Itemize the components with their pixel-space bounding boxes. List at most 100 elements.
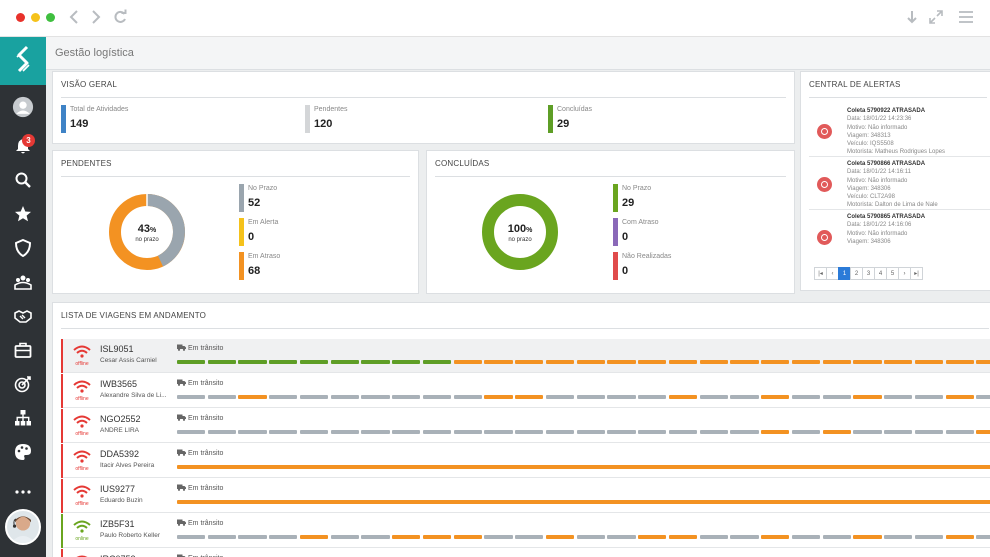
alert-detail: Veículo: IQS5508 (847, 141, 894, 148)
progress-segment (945, 360, 974, 364)
fullscreen-icon[interactable] (929, 9, 943, 30)
logo[interactable] (0, 37, 46, 85)
sidebar-item-target[interactable] (0, 367, 46, 401)
legend-label: Com Atraso (622, 219, 659, 226)
progress-segment (699, 395, 728, 399)
driver-name: Itacir Alves Pereira (100, 462, 155, 469)
close-window-dot[interactable] (16, 13, 25, 22)
progress-segment (791, 360, 821, 364)
search-icon (15, 172, 31, 188)
legend-value: 29 (622, 197, 635, 209)
handshake-icon (14, 310, 32, 323)
progress-segment (730, 535, 759, 539)
sidebar-item-team[interactable] (0, 265, 46, 299)
table-row[interactable]: offline NGO2552 ANDRE LIRA Em trânsito (61, 409, 990, 443)
page-header: Gestão logística (46, 37, 990, 70)
progress-segment (484, 360, 513, 364)
more-icon (15, 490, 31, 494)
notification-badge: 3 (22, 134, 35, 147)
shield-icon (14, 239, 32, 257)
alerts-divider (809, 97, 987, 98)
pending-legend-item: No Prazo 52 (239, 184, 278, 212)
sidebar-item-star[interactable] (0, 197, 46, 231)
hamburger-menu-icon[interactable] (958, 9, 974, 30)
progress-segment (607, 535, 636, 539)
progress-segment (545, 395, 575, 399)
progress-segment (515, 360, 544, 364)
alert-detail: Viagem: 348306 (847, 185, 891, 192)
legend-label: No Prazo (622, 185, 652, 192)
alert-heading: Coleta 5790865 ATRASADA (847, 214, 926, 220)
legend-label: No Prazo (248, 185, 278, 192)
stat-label: Pendentes (314, 106, 348, 113)
sidebar-item-org-chart[interactable] (0, 401, 46, 435)
pager-button[interactable]: ▸| (910, 267, 923, 280)
back-arrow-icon[interactable] (68, 9, 80, 30)
progress-segment (791, 535, 821, 539)
progress-segment (392, 430, 421, 434)
pending-donut-chart (109, 193, 185, 270)
alert-item[interactable]: Coleta 5790865 ATRASADA Data: 18/01/22 14… (809, 210, 989, 249)
trips-divider (61, 328, 989, 329)
avatar[interactable] (5, 509, 41, 545)
org-chart-icon (15, 410, 31, 426)
trip-status-label: Em trânsito (188, 450, 224, 457)
progress-segment (515, 395, 544, 399)
sidebar-item-handshake[interactable] (0, 299, 46, 333)
table-row[interactable]: offline IUS9277 Eduardo Buzin Em trânsito (61, 479, 990, 513)
minimize-window-dot[interactable] (31, 13, 40, 22)
truck-icon (177, 344, 186, 351)
progress-segment (422, 535, 452, 539)
pager-button[interactable]: 1 (838, 267, 851, 280)
sidebar-item-briefcase[interactable] (0, 333, 46, 367)
table-row[interactable]: offline ISL9051 Cesar Assis Carniel Em trân… (61, 339, 990, 373)
maximize-window-dot[interactable] (46, 13, 55, 22)
alert-heading: Coleta 5790922 ATRASADA (847, 108, 926, 114)
progress-segment (761, 360, 790, 364)
alert-heading: Coleta 5790866 ATRASADA (847, 161, 926, 167)
progress-segment (761, 430, 790, 434)
stat-label: Concluídas (557, 106, 593, 113)
table-row[interactable]: online IZB5F31 Paulo Roberto Keller Em trân… (61, 514, 990, 548)
progress-segment (576, 360, 605, 364)
forward-arrow-icon[interactable] (90, 9, 102, 30)
progress-segment (484, 535, 513, 539)
trip-status-label: Em trânsito (188, 345, 224, 352)
sidebar-item-shield[interactable] (0, 231, 46, 265)
progress-segment (453, 430, 482, 434)
progress-segment (330, 360, 359, 364)
progress-segment (207, 430, 236, 434)
progress-segment (853, 360, 882, 364)
progress-segment (884, 395, 913, 399)
progress-segment (638, 395, 667, 399)
download-icon[interactable] (905, 9, 919, 30)
connection-indicator-bar (61, 514, 63, 548)
alert-detail: Motivo: Não informado (847, 230, 908, 237)
sidebar-item-bell[interactable] (0, 129, 46, 163)
driver-name: ANDRE LIRA (100, 427, 140, 434)
sidebar-item-search[interactable] (0, 163, 46, 197)
sidebar-item-palette[interactable] (0, 435, 46, 469)
progress-segment (484, 395, 513, 399)
progress-segment (730, 395, 759, 399)
table-row[interactable]: offline DDA5392 Itacir Alves Pereira Em trâ… (61, 444, 990, 478)
alert-item[interactable]: Coleta 5790866 ATRASADA Data: 18/01/22 14… (809, 157, 990, 210)
sidebar-item-more[interactable] (0, 475, 46, 509)
alert-list[interactable]: Coleta 5790922 ATRASADA Data: 18/01/22 14… (801, 104, 990, 249)
stat-color-bar (305, 105, 310, 133)
trip-progress (177, 535, 990, 539)
legend-value: 0 (622, 265, 629, 277)
alert-detail: Viagem: 348306 (847, 238, 891, 245)
legend-value: 68 (248, 265, 261, 277)
reload-icon[interactable] (113, 9, 127, 30)
user-avatar-button[interactable] (0, 90, 46, 124)
legend-value: 0 (248, 231, 255, 243)
table-row[interactable]: offline IWB3565 Alexandre Silva de Li... Em… (61, 374, 990, 408)
alert-detail: Data: 18/01/22 14:23:36 (847, 116, 912, 123)
progress-segment (422, 360, 452, 364)
alert-item[interactable]: Coleta 5790922 ATRASADA Data: 18/01/22 14… (809, 104, 990, 157)
progress-segment (361, 535, 390, 539)
trip-status: Em trânsito (177, 379, 223, 387)
table-row[interactable]: offlineIRC0752Em trânsito (61, 549, 990, 557)
progress-segment (576, 395, 605, 399)
